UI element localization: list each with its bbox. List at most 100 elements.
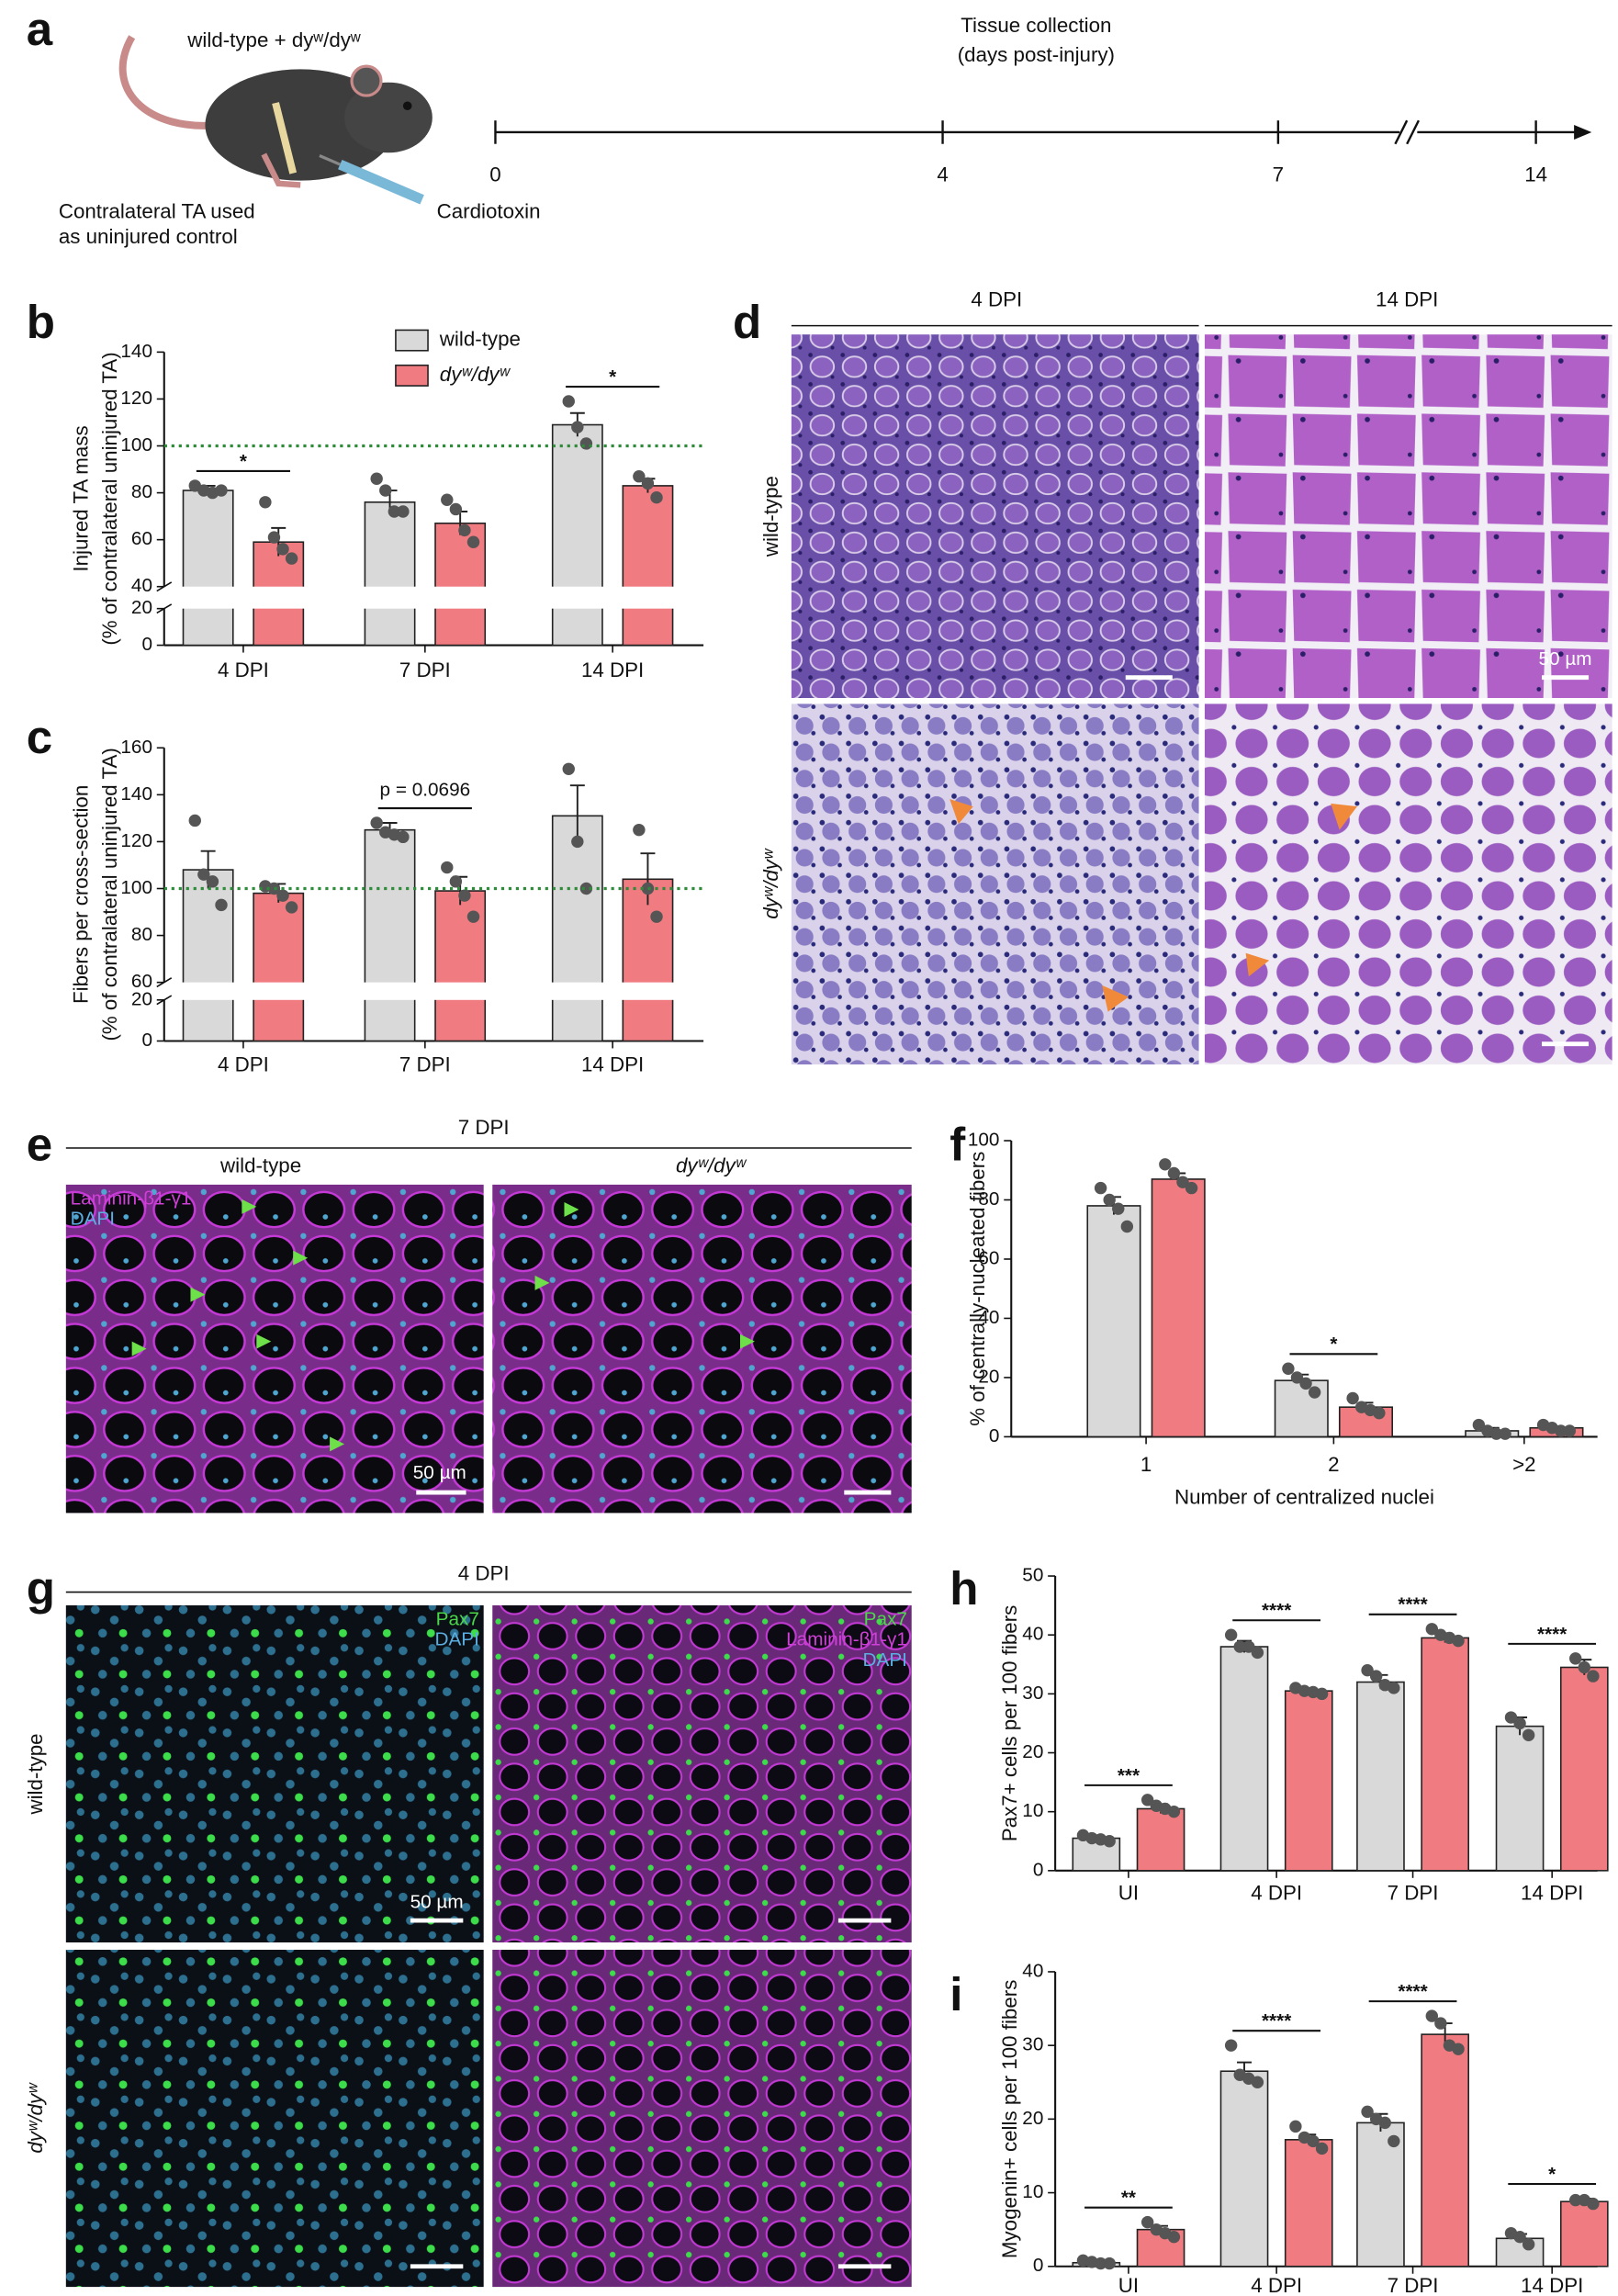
y-tick-label: 100 [120,877,152,898]
data-point [1282,1362,1295,1375]
y-tick-label: 10 [1022,1800,1043,1821]
data-point [1159,1158,1172,1171]
y-tick-label: 40 [1022,1960,1043,1981]
break-gap [621,982,675,1000]
bar [1559,1666,1609,1872]
data-point [1140,2215,1154,2229]
y-tick-label: 80 [131,481,152,502]
bar [622,485,674,647]
data-point [1251,2076,1264,2088]
data-point [397,830,410,844]
bar [622,878,674,1042]
data-point [1499,1427,1511,1440]
data-point [1103,1193,1116,1207]
data-point [1167,2230,1181,2244]
data-point [1522,2237,1535,2251]
y-tick-label: 60 [978,1247,999,1268]
bar [1219,2070,1269,2268]
data-point [1587,2197,1600,2211]
y-tick-label: 40 [131,575,152,596]
timeline-break [1394,119,1421,145]
y-tick-label: 50 [1022,1565,1043,1586]
bar [551,423,603,647]
micrograph [1204,703,1612,1065]
x-tick-label: 7 DPI [1388,1881,1439,1904]
data-point [1361,2105,1374,2119]
data-point [1472,1418,1486,1432]
bar [364,828,416,1042]
data-point [197,868,210,881]
significance-label: * [609,366,617,388]
data-point [1346,1391,1359,1405]
y-axis-label: % of centrally-nucleated fibers [966,1152,989,1426]
scale-bar-label: 50 µm [413,1462,466,1483]
x-tick-label: 7 DPI [1388,2274,1439,2296]
break-gap [433,586,487,609]
break-gap [551,982,604,1000]
data-point [1489,1427,1503,1440]
bar [1356,1681,1405,1872]
mouse-illustration [118,35,433,205]
bar [1421,2033,1470,2268]
x-tick-label: 4 DPI [1251,1881,1302,1904]
significance-label: * [1548,2164,1556,2185]
data-point [215,898,228,912]
data-point [1185,1181,1198,1195]
data-point [449,875,463,888]
data-point [571,835,584,849]
micrograph [65,1950,484,2288]
significance-label: **** [1537,1624,1567,1645]
data-point [1167,1166,1181,1180]
panel-letter: b [27,296,55,348]
micrograph [492,1184,912,1514]
y-tick-label: 0 [989,1425,1000,1446]
data-point [1369,1670,1383,1683]
data-point [1569,1652,1582,1665]
data-point [1103,1835,1116,1848]
x-tick-label: 4 DPI [218,658,269,681]
break-gap [181,586,235,609]
data-point [188,814,201,827]
break-gap [621,586,675,609]
timeline-tick-label: 4 [937,163,948,186]
stain-label: Pax7 [436,1608,479,1629]
data-point [206,875,219,888]
y-tick-label: 160 [120,737,152,758]
data-point [449,502,463,516]
micrograph [492,1604,912,1943]
y-axis-label: Fibers per cross-section [69,785,92,1004]
break-gap [252,982,305,1000]
y-tick-label: 30 [1022,2034,1043,2055]
panel-title: 7 DPI [458,1116,510,1139]
x-tick-label: 2 [1328,1453,1339,1476]
micrograph [492,1950,912,2288]
data-point [1224,2039,1238,2052]
panel-letter: i [949,1968,962,2020]
data-point [562,395,575,408]
break-gap [252,586,305,609]
data-point [441,493,454,506]
data-point [1361,1663,1374,1677]
bar [1151,1178,1206,1438]
data-point [1513,2230,1526,2244]
y-tick-label: 100 [968,1130,1000,1151]
data-point [370,816,383,829]
y-axis-label: (% of contralateral uninjured TA) [98,748,121,1041]
significance-label: **** [1262,1600,1292,1621]
data-point [1103,2257,1116,2270]
arrowheads [949,799,1357,1012]
x-axis-label: Number of centralized nuclei [1174,1485,1434,1508]
data-point [1167,1805,1181,1818]
legend-label: wild-type [439,328,521,351]
data-point [1308,1386,1321,1399]
bar [182,490,234,647]
y-tick-label: 80 [978,1188,999,1210]
data-point [1425,2009,1439,2022]
data-point [441,861,454,874]
y-tick-label: 30 [1022,1683,1043,1704]
row-label: dyʷ/dyʷ [24,2082,47,2154]
timeline-tick-label: 14 [1524,163,1547,186]
y-tick-label: 0 [141,1030,152,1051]
data-point [466,535,480,548]
